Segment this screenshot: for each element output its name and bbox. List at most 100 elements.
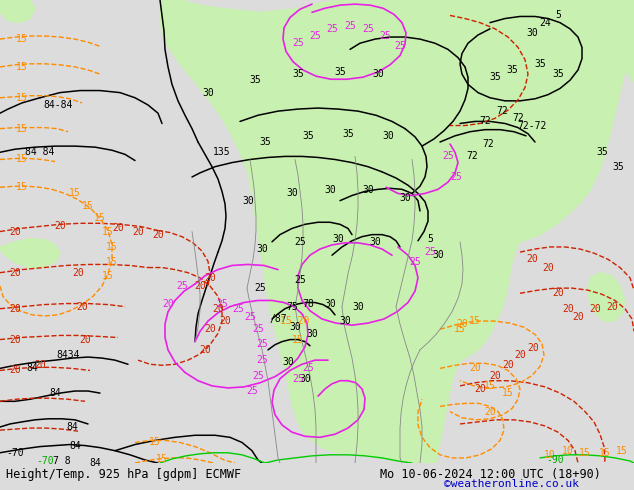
Polygon shape bbox=[0, 0, 35, 23]
Text: 84: 84 bbox=[66, 422, 78, 432]
Text: 20: 20 bbox=[502, 360, 514, 370]
Text: 15 20: 15 20 bbox=[280, 316, 309, 326]
Text: 35: 35 bbox=[489, 72, 501, 82]
Text: 35: 35 bbox=[552, 69, 564, 79]
Text: 24: 24 bbox=[539, 18, 551, 27]
Text: 15: 15 bbox=[94, 213, 106, 223]
Text: 30: 30 bbox=[324, 298, 336, 309]
Text: 20: 20 bbox=[34, 360, 46, 370]
Text: 25: 25 bbox=[256, 339, 268, 349]
Text: 15: 15 bbox=[149, 438, 161, 447]
Text: 25: 25 bbox=[394, 41, 406, 51]
Text: 25: 25 bbox=[344, 21, 356, 31]
Text: 35: 35 bbox=[249, 75, 261, 85]
Text: 30: 30 bbox=[306, 329, 318, 340]
Text: 72: 72 bbox=[466, 151, 478, 161]
Text: 25: 25 bbox=[294, 275, 306, 285]
Text: 84 84: 84 84 bbox=[25, 147, 55, 157]
Text: 30: 30 bbox=[202, 88, 214, 98]
Text: 20: 20 bbox=[72, 268, 84, 278]
Polygon shape bbox=[588, 272, 625, 321]
Text: 15: 15 bbox=[16, 93, 28, 103]
Text: 20: 20 bbox=[204, 324, 216, 334]
Text: 20: 20 bbox=[526, 254, 538, 264]
Text: 84: 84 bbox=[26, 364, 38, 373]
Text: 20: 20 bbox=[469, 364, 481, 373]
Text: 8434: 8434 bbox=[56, 350, 80, 360]
Text: 30: 30 bbox=[242, 196, 254, 206]
Text: 25: 25 bbox=[244, 312, 256, 322]
Text: 30: 30 bbox=[362, 185, 374, 196]
Text: 25: 25 bbox=[246, 386, 258, 396]
Text: 20: 20 bbox=[562, 304, 574, 314]
Text: 30: 30 bbox=[282, 357, 294, 367]
Text: 15: 15 bbox=[156, 454, 168, 464]
Text: 15: 15 bbox=[69, 189, 81, 198]
Text: 25: 25 bbox=[216, 298, 228, 309]
Polygon shape bbox=[612, 0, 634, 82]
Text: 15: 15 bbox=[484, 381, 496, 391]
Text: 30: 30 bbox=[256, 244, 268, 254]
Text: 35: 35 bbox=[334, 67, 346, 77]
Polygon shape bbox=[160, 0, 634, 463]
Text: 5: 5 bbox=[427, 234, 433, 244]
Text: 20: 20 bbox=[474, 384, 486, 394]
Text: 20: 20 bbox=[9, 304, 21, 314]
Text: 20: 20 bbox=[152, 230, 164, 240]
Text: 15: 15 bbox=[102, 226, 114, 237]
Text: 35: 35 bbox=[506, 65, 518, 75]
Text: 20: 20 bbox=[484, 407, 496, 416]
Text: 20: 20 bbox=[589, 304, 601, 314]
Text: 20: 20 bbox=[162, 298, 174, 309]
Text: 72: 72 bbox=[512, 113, 524, 123]
Text: 30: 30 bbox=[289, 322, 301, 332]
Text: -70: -70 bbox=[36, 456, 54, 466]
Text: 25: 25 bbox=[176, 281, 188, 291]
Text: 7 8: 7 8 bbox=[53, 456, 71, 466]
Text: 84-84: 84-84 bbox=[43, 100, 73, 110]
Text: 20: 20 bbox=[9, 366, 21, 375]
Text: 78: 78 bbox=[302, 298, 314, 309]
Text: 72: 72 bbox=[482, 139, 494, 149]
Text: 20: 20 bbox=[527, 343, 539, 353]
Text: 15: 15 bbox=[579, 448, 591, 458]
Text: 35: 35 bbox=[534, 59, 546, 69]
Text: 15: 15 bbox=[454, 324, 466, 334]
Text: 30: 30 bbox=[372, 69, 384, 79]
Text: 30: 30 bbox=[332, 234, 344, 244]
Text: 25: 25 bbox=[232, 304, 244, 314]
Text: 20: 20 bbox=[572, 312, 584, 322]
Text: 20: 20 bbox=[489, 370, 501, 381]
Text: 20: 20 bbox=[212, 304, 224, 314]
Text: 25: 25 bbox=[442, 151, 454, 161]
Text: 5: 5 bbox=[555, 10, 561, 21]
Text: ©weatheronline.co.uk: ©weatheronline.co.uk bbox=[444, 479, 579, 489]
Text: 20: 20 bbox=[552, 288, 564, 298]
Text: 20: 20 bbox=[606, 302, 618, 312]
Text: 25: 25 bbox=[362, 24, 374, 34]
Text: 30: 30 bbox=[369, 237, 381, 247]
Text: 84: 84 bbox=[49, 388, 61, 398]
Text: 15: 15 bbox=[16, 62, 28, 72]
Text: 10: 10 bbox=[562, 446, 574, 456]
Text: 72: 72 bbox=[479, 117, 491, 126]
Text: 15: 15 bbox=[16, 123, 28, 134]
Text: 35: 35 bbox=[292, 69, 304, 79]
Text: 20: 20 bbox=[456, 319, 468, 329]
Text: 20: 20 bbox=[112, 223, 124, 233]
Text: 15: 15 bbox=[102, 271, 114, 281]
Text: 25: 25 bbox=[254, 283, 266, 293]
Text: 10: 10 bbox=[544, 450, 556, 460]
Text: 35: 35 bbox=[302, 131, 314, 141]
Text: 30: 30 bbox=[352, 302, 364, 312]
Text: 25: 25 bbox=[252, 324, 264, 334]
Text: 30: 30 bbox=[339, 316, 351, 326]
Text: 15: 15 bbox=[106, 257, 118, 268]
Text: 20: 20 bbox=[76, 302, 88, 312]
Text: -70: -70 bbox=[6, 448, 24, 458]
Text: 72: 72 bbox=[496, 106, 508, 116]
Text: 20: 20 bbox=[9, 268, 21, 278]
Text: 72-72: 72-72 bbox=[517, 121, 547, 130]
Text: 25: 25 bbox=[450, 172, 462, 182]
Text: 15: 15 bbox=[82, 201, 94, 211]
